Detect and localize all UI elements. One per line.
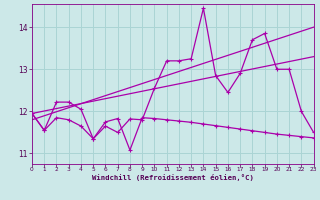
X-axis label: Windchill (Refroidissement éolien,°C): Windchill (Refroidissement éolien,°C) <box>92 174 254 181</box>
